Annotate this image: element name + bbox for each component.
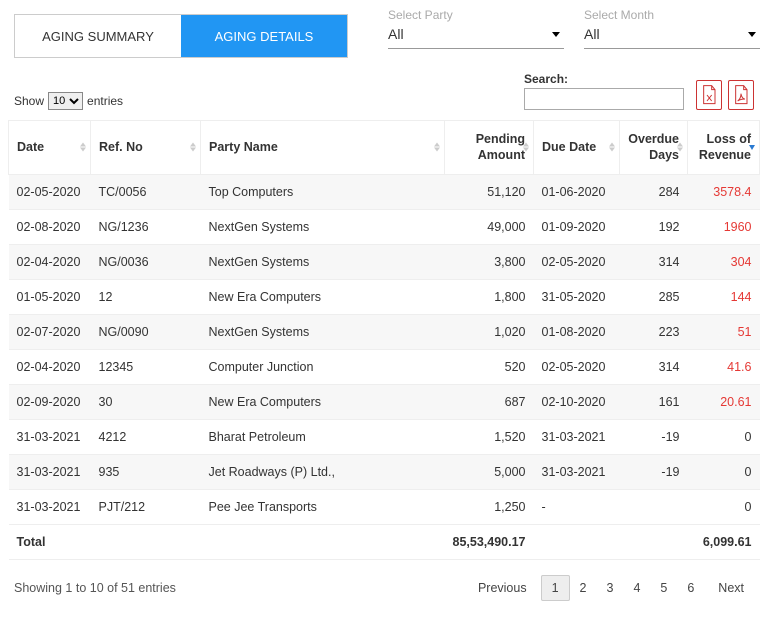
table-row: 02-08-2020NG/1236NextGen Systems49,00001…	[9, 209, 760, 244]
total-label: Total	[9, 524, 91, 559]
table-row: 02-04-2020NG/0036NextGen Systems3,80002-…	[9, 244, 760, 279]
party-filter[interactable]: Select Party All	[388, 8, 564, 49]
month-filter-value: All	[584, 26, 600, 42]
table-row: 02-07-2020NG/0090NextGen Systems1,02001-…	[9, 314, 760, 349]
total-pending: 85,53,490.17	[445, 524, 534, 559]
page-3[interactable]: 3	[596, 576, 623, 600]
sort-desc-icon	[749, 145, 755, 150]
export-excel-button[interactable]	[696, 80, 722, 110]
length-select[interactable]: 10	[48, 92, 83, 110]
show-prefix: Show	[14, 94, 44, 108]
table-row: 02-05-2020TC/0056Top Computers51,12001-0…	[9, 174, 760, 209]
table-row: 02-04-202012345Computer Junction52002-05…	[9, 349, 760, 384]
tab-aging-summary[interactable]: AGING SUMMARY	[15, 15, 181, 57]
chevron-down-icon	[748, 32, 756, 37]
page-2[interactable]: 2	[570, 576, 597, 600]
search-label: Search:	[524, 72, 684, 86]
prev-button[interactable]: Previous	[468, 576, 537, 600]
file-excel-icon	[701, 85, 717, 105]
total-loss: 6,099.61	[688, 524, 760, 559]
show-suffix: entries	[87, 94, 123, 108]
aging-details-table: Date Ref. No Party Name Pending Amount D…	[8, 120, 760, 560]
table-info: Showing 1 to 10 of 51 entries	[14, 581, 176, 595]
party-filter-label: Select Party	[388, 8, 564, 22]
col-overdue[interactable]: Overdue Days	[620, 121, 688, 175]
col-pending[interactable]: Pending Amount	[445, 121, 534, 175]
table-row: 31-03-2021PJT/212Pee Jee Transports1,250…	[9, 489, 760, 524]
table-row: 02-09-202030New Era Computers68702-10-20…	[9, 384, 760, 419]
table-row: 01-05-202012New Era Computers1,80031-05-…	[9, 279, 760, 314]
length-control: Show 10 entries	[14, 92, 123, 110]
tab-group: AGING SUMMARY AGING DETAILS	[14, 14, 348, 58]
col-due[interactable]: Due Date	[534, 121, 620, 175]
page-4[interactable]: 4	[623, 576, 650, 600]
file-pdf-icon	[733, 85, 749, 105]
col-loss[interactable]: Loss of Revenue	[688, 121, 760, 175]
table-row: 31-03-20214212Bharat Petroleum1,52031-03…	[9, 419, 760, 454]
col-date[interactable]: Date	[9, 121, 91, 175]
month-filter[interactable]: Select Month All	[584, 8, 760, 49]
tab-aging-details[interactable]: AGING DETAILS	[181, 15, 347, 57]
page-5[interactable]: 5	[650, 576, 677, 600]
page-1[interactable]: 1	[541, 575, 570, 601]
export-pdf-button[interactable]	[728, 80, 754, 110]
page-6[interactable]: 6	[677, 576, 704, 600]
search-input[interactable]	[524, 88, 684, 110]
chevron-down-icon	[552, 32, 560, 37]
pagination: Previous 123456 Next	[468, 576, 754, 600]
col-ref[interactable]: Ref. No	[91, 121, 201, 175]
table-row: 31-03-2021935Jet Roadways (P) Ltd.,5,000…	[9, 454, 760, 489]
party-filter-value: All	[388, 26, 404, 42]
next-button[interactable]: Next	[708, 576, 754, 600]
month-filter-label: Select Month	[584, 8, 760, 22]
col-party[interactable]: Party Name	[201, 121, 445, 175]
